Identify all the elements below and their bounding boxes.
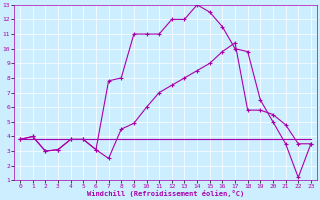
X-axis label: Windchill (Refroidissement éolien,°C): Windchill (Refroidissement éolien,°C) xyxy=(87,190,244,197)
